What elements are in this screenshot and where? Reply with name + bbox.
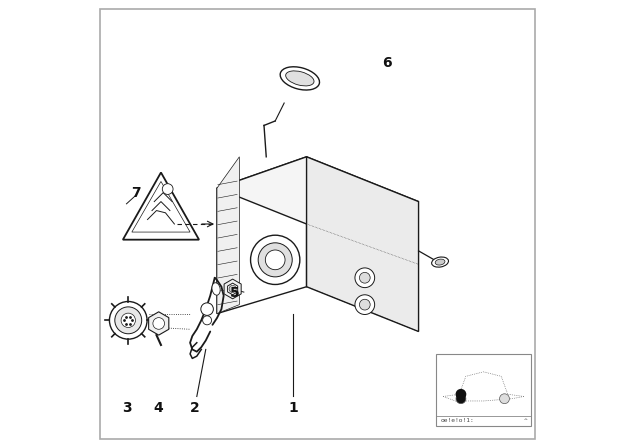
Circle shape (360, 299, 370, 310)
Text: 2: 2 (189, 401, 200, 415)
Circle shape (251, 235, 300, 284)
Ellipse shape (212, 283, 220, 295)
Circle shape (355, 268, 374, 288)
Circle shape (500, 394, 509, 404)
Circle shape (258, 243, 292, 277)
Circle shape (153, 318, 164, 329)
Text: 7: 7 (131, 185, 141, 200)
Circle shape (115, 307, 141, 334)
Polygon shape (217, 157, 307, 314)
Polygon shape (123, 172, 199, 240)
Text: 4: 4 (154, 401, 164, 415)
Polygon shape (228, 283, 237, 295)
Circle shape (360, 272, 370, 283)
Polygon shape (148, 312, 169, 335)
Bar (436, 354, 531, 426)
Text: 5: 5 (230, 286, 240, 301)
Polygon shape (224, 279, 241, 299)
Circle shape (201, 303, 213, 315)
Text: 1: 1 (288, 401, 298, 415)
Circle shape (121, 313, 136, 327)
Ellipse shape (285, 71, 314, 86)
Circle shape (163, 184, 173, 194)
Text: oe!e!o!1:: oe!e!o!1: (441, 418, 475, 423)
Polygon shape (217, 157, 239, 314)
Text: ^: ^ (524, 418, 527, 423)
Circle shape (109, 302, 147, 339)
Circle shape (456, 389, 467, 400)
Text: 6: 6 (382, 56, 392, 70)
Text: 3: 3 (122, 401, 132, 415)
Circle shape (266, 250, 285, 270)
Polygon shape (217, 157, 419, 233)
Ellipse shape (431, 257, 449, 267)
Circle shape (203, 316, 212, 325)
Circle shape (355, 295, 374, 314)
Polygon shape (307, 157, 419, 332)
Circle shape (229, 285, 236, 293)
Ellipse shape (435, 259, 445, 265)
Ellipse shape (280, 67, 319, 90)
Circle shape (456, 394, 466, 404)
